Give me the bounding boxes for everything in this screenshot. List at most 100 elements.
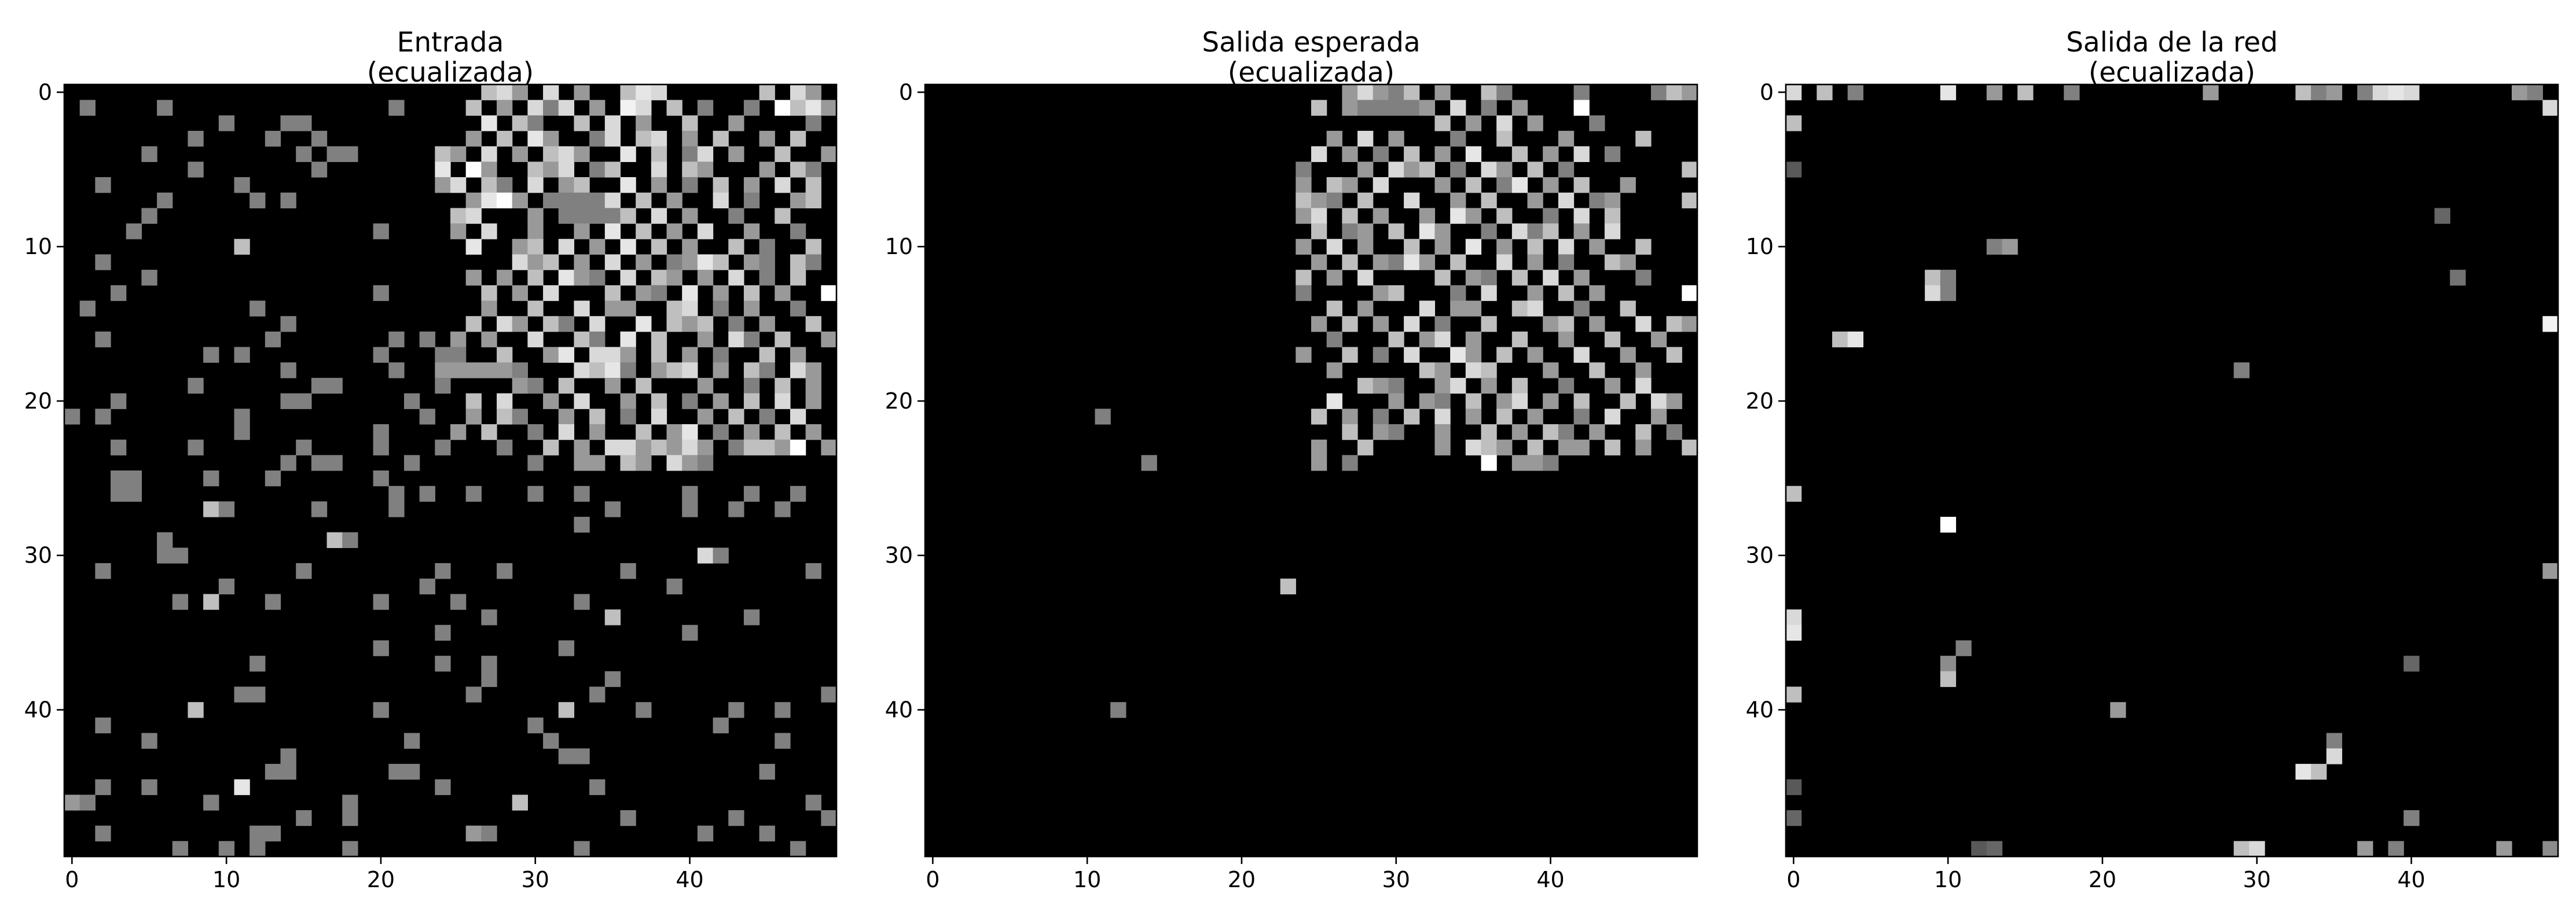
- heatmap-cell: [821, 285, 836, 301]
- heatmap-cell: [512, 378, 528, 394]
- heatmap-cell: [589, 193, 605, 208]
- panel-salida-red-heatmap: [1786, 84, 2559, 857]
- heatmap-cell: [2357, 84, 2373, 100]
- heatmap-cell: [1496, 177, 1512, 193]
- heatmap-cell: [1528, 285, 1543, 301]
- heatmap-cell: [728, 409, 744, 424]
- heatmap-cell: [1528, 115, 1543, 131]
- heatmap-cell: [1466, 362, 1481, 378]
- heatmap-cell: [744, 378, 759, 394]
- heatmap-cell: [589, 424, 605, 440]
- heatmap-cell: [1528, 347, 1543, 363]
- heatmap-cell: [543, 285, 559, 301]
- heatmap-cell: [1373, 84, 1389, 100]
- heatmap-cell: [1574, 409, 1590, 424]
- heatmap-cell: [559, 270, 574, 285]
- heatmap-cell: [1311, 146, 1327, 162]
- heatmap-cell: [450, 424, 466, 440]
- heatmap-cell: [404, 733, 420, 749]
- heatmap-cell: [481, 146, 497, 162]
- panel-salida-esperada: Salida esperada (ecualizada) 0 10 20 30 40 0…: [885, 27, 1698, 892]
- heatmap-cell: [1481, 285, 1496, 301]
- heatmap-cell: [1667, 347, 1682, 363]
- heatmap-cell: [605, 378, 621, 394]
- heatmap-cell: [759, 161, 775, 177]
- heatmap-cell: [1434, 146, 1450, 162]
- heatmap-cell: [373, 223, 389, 239]
- heatmap-cell: [1296, 270, 1311, 285]
- y-tick-label: 30: [24, 543, 52, 568]
- heatmap-cell: [667, 223, 682, 239]
- heatmap-cell: [744, 100, 759, 116]
- heatmap-cell: [620, 84, 636, 100]
- heatmap-cell: [1512, 332, 1528, 347]
- heatmap-cell: [1342, 455, 1357, 470]
- heatmap-cell: [713, 285, 729, 301]
- heatmap-cell: [1419, 394, 1435, 409]
- heatmap-cell: [559, 748, 574, 764]
- heatmap-cell: [775, 378, 790, 394]
- heatmap-cell: [1450, 193, 1466, 208]
- heatmap-cell: [1512, 146, 1528, 162]
- heatmap-cell: [790, 254, 806, 270]
- heatmap-cell: [1528, 223, 1543, 239]
- heatmap-cell: [1388, 254, 1404, 270]
- heatmap-cell: [1342, 100, 1357, 116]
- heatmap-cell: [1635, 239, 1651, 255]
- y-tick-label: 40: [1746, 697, 1774, 723]
- heatmap-cell: [1466, 301, 1481, 317]
- heatmap-cell: [95, 826, 111, 841]
- heatmap-cell: [450, 177, 466, 193]
- heatmap-cell: [342, 146, 358, 162]
- heatmap-cell: [1481, 424, 1496, 440]
- heatmap-cell: [605, 285, 621, 301]
- y-tick-label: 20: [1746, 388, 1774, 414]
- heatmap-cell: [1682, 84, 1697, 100]
- heatmap-cell: [1651, 409, 1667, 424]
- heatmap-cell: [1404, 347, 1419, 363]
- heatmap-cell: [1589, 316, 1605, 332]
- heatmap-cell: [574, 301, 589, 317]
- heatmap-cell: [281, 362, 296, 378]
- heatmap-cell: [420, 409, 435, 424]
- heatmap-cell: [667, 455, 682, 470]
- heatmap-cell: [497, 394, 512, 409]
- heatmap-cell: [1388, 394, 1404, 409]
- heatmap-cell: [1528, 254, 1543, 270]
- heatmap-cell: [775, 702, 790, 718]
- x-tick-label: 10: [212, 867, 240, 892]
- heatmap-cell: [527, 301, 543, 317]
- heatmap-cell: [605, 671, 621, 687]
- heatmap-cell: [667, 254, 682, 270]
- heatmap-cell: [450, 146, 466, 162]
- heatmap-cell: [1481, 84, 1496, 100]
- heatmap-cell: [2512, 84, 2527, 100]
- heatmap-cell: [327, 378, 343, 394]
- heatmap-cell: [141, 146, 157, 162]
- heatmap-cell: [188, 378, 203, 394]
- heatmap-cell: [1466, 270, 1481, 285]
- heatmap-cell: [682, 347, 698, 363]
- heatmap-cell: [2002, 239, 2018, 255]
- heatmap-cell: [1388, 378, 1404, 394]
- heatmap-cell: [2496, 841, 2512, 856]
- heatmap-cell: [728, 239, 744, 255]
- heatmap-cell: [559, 100, 574, 116]
- heatmap-cell: [1682, 193, 1697, 208]
- heatmap-cell: [1496, 161, 1512, 177]
- heatmap-cell: [574, 517, 589, 532]
- heatmap-cell: [141, 208, 157, 223]
- heatmap-cell: [281, 764, 296, 780]
- heatmap-cell: [574, 270, 589, 285]
- heatmap-cell: [667, 100, 682, 116]
- heatmap-cell: [157, 193, 173, 208]
- heatmap-cell: [1481, 362, 1496, 378]
- heatmap-cell: [1651, 84, 1667, 100]
- heatmap-cell: [698, 547, 713, 563]
- heatmap-cell: [157, 100, 173, 116]
- heatmap-cell: [1095, 409, 1110, 424]
- heatmap-cell: [790, 486, 806, 502]
- heatmap-cell: [481, 826, 497, 841]
- heatmap-cell: [466, 316, 482, 332]
- heatmap-cell: [1450, 254, 1466, 270]
